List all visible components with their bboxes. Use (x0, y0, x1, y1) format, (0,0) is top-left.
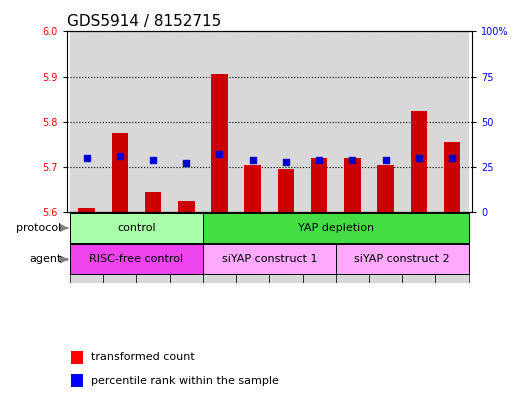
Text: siYAP construct 2: siYAP construct 2 (354, 254, 450, 264)
Bar (336, 31, 369, 212)
Bar (236, 31, 269, 212)
Bar (70, 31, 103, 212)
Text: agent: agent (29, 254, 62, 264)
Text: GSM1517971: GSM1517971 (210, 216, 220, 272)
FancyBboxPatch shape (336, 212, 369, 283)
FancyBboxPatch shape (203, 213, 469, 243)
FancyBboxPatch shape (136, 212, 170, 283)
Bar (402, 31, 436, 212)
Bar (103, 31, 136, 212)
Point (448, 155, 456, 161)
Text: percentile rank within the sample: percentile rank within the sample (91, 376, 279, 386)
Point (83, 155, 91, 161)
Bar (170, 31, 203, 212)
Text: RISC-free control: RISC-free control (89, 254, 184, 264)
Point (282, 158, 290, 165)
Text: siYAP construct 1: siYAP construct 1 (222, 254, 317, 264)
Bar (136, 31, 170, 212)
Point (116, 153, 124, 159)
FancyBboxPatch shape (336, 244, 469, 274)
Text: GSM1517978: GSM1517978 (443, 216, 452, 272)
Point (215, 151, 224, 158)
FancyBboxPatch shape (402, 212, 436, 283)
FancyBboxPatch shape (236, 212, 269, 283)
Bar (369, 31, 402, 212)
Bar (203, 31, 236, 212)
Text: YAP depletion: YAP depletion (298, 223, 374, 233)
FancyBboxPatch shape (70, 213, 203, 243)
Text: control: control (117, 223, 156, 233)
FancyBboxPatch shape (203, 212, 236, 283)
Bar (111, 133, 128, 212)
Bar (78, 208, 95, 212)
Text: GSM1517969: GSM1517969 (144, 216, 153, 272)
Point (415, 155, 423, 161)
FancyBboxPatch shape (436, 212, 469, 283)
Point (249, 157, 257, 163)
FancyBboxPatch shape (70, 244, 203, 274)
Text: GSM1517975: GSM1517975 (343, 216, 352, 272)
Text: GSM1517970: GSM1517970 (177, 216, 186, 272)
Bar (211, 74, 228, 212)
Bar (145, 192, 162, 212)
Bar (410, 110, 427, 212)
Bar (444, 142, 460, 212)
FancyBboxPatch shape (103, 212, 136, 283)
Bar (71, 351, 83, 364)
Text: protocol: protocol (16, 223, 62, 233)
Bar (269, 31, 303, 212)
Bar (178, 201, 194, 212)
Point (315, 157, 323, 163)
Point (149, 157, 157, 163)
Text: GSM1517972: GSM1517972 (244, 216, 253, 272)
FancyBboxPatch shape (303, 212, 336, 283)
Point (182, 160, 190, 167)
Text: GSM1517977: GSM1517977 (410, 216, 419, 272)
Bar (344, 158, 361, 212)
FancyBboxPatch shape (203, 244, 336, 274)
Bar (71, 374, 83, 387)
Text: transformed count: transformed count (91, 352, 195, 362)
Bar (436, 31, 469, 212)
Text: GDS5914 / 8152715: GDS5914 / 8152715 (67, 14, 221, 29)
FancyBboxPatch shape (369, 212, 402, 283)
FancyBboxPatch shape (269, 212, 303, 283)
Point (348, 157, 357, 163)
Bar (244, 165, 261, 212)
Text: GSM1517976: GSM1517976 (377, 216, 386, 272)
Text: GSM1517973: GSM1517973 (277, 216, 286, 272)
FancyBboxPatch shape (170, 212, 203, 283)
Bar (311, 158, 327, 212)
Text: GSM1517974: GSM1517974 (310, 216, 319, 272)
Text: GSM1517968: GSM1517968 (111, 216, 120, 272)
Bar (377, 165, 394, 212)
Bar (278, 169, 294, 212)
Point (382, 157, 390, 163)
Text: GSM1517967: GSM1517967 (77, 216, 87, 272)
FancyBboxPatch shape (70, 212, 103, 283)
Bar (303, 31, 336, 212)
